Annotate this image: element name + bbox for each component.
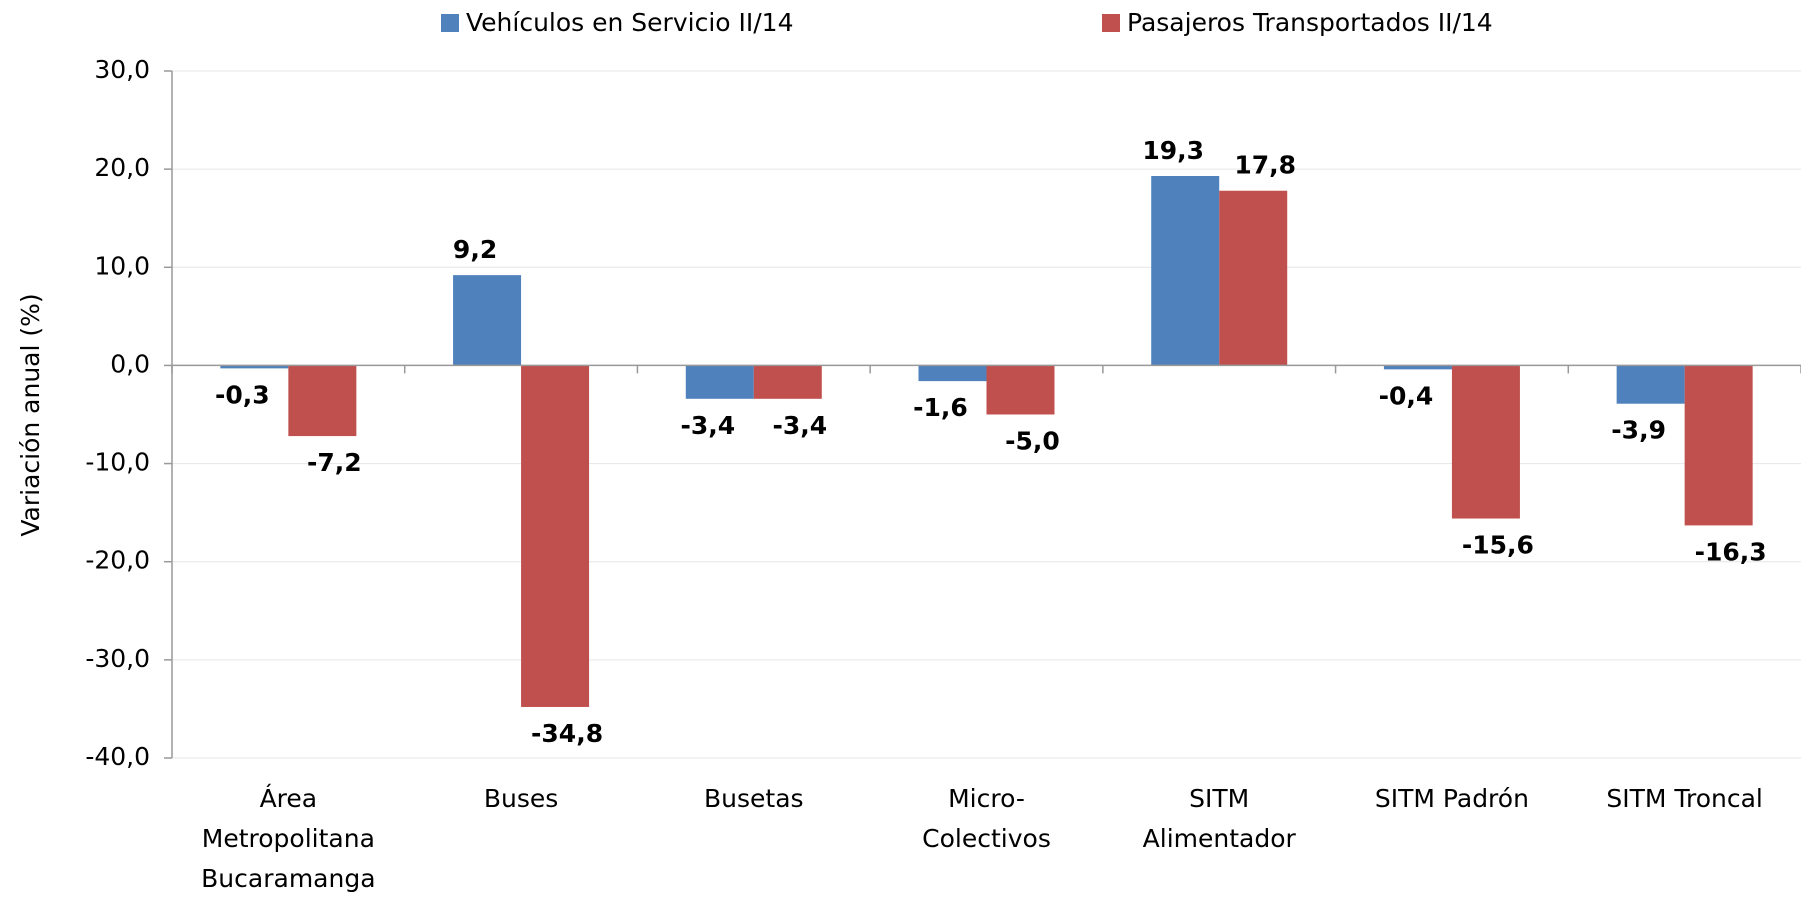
bar [1616,365,1685,404]
bar [1451,365,1520,519]
data-label: -15,6 [1462,531,1534,560]
y-tick-label: -10,0 [85,448,150,477]
data-label: -1,6 [913,393,968,422]
data-label: -34,8 [531,719,603,748]
legend-swatch [441,14,459,32]
bar [521,365,590,707]
bar [1219,190,1288,366]
data-label: -3,4 [772,411,827,440]
x-tick-label: SITM Padrón [1375,784,1529,813]
x-tick-label: Busetas [704,784,804,813]
x-tick-label: Área Metropolitana Bucaramanga [201,784,375,893]
y-tick-label: -20,0 [85,546,150,575]
bar [1151,176,1220,366]
bar [685,365,754,399]
y-tick-label: 0,0 [110,349,150,378]
y-axis-title: Variación anual (%) [16,293,45,536]
legend-label: Vehículos en Servicio II/14 [466,8,794,37]
bar [986,365,1055,415]
y-tick-label: 10,0 [94,251,150,280]
y-tick-label: 30,0 [94,55,150,84]
data-label: -0,4 [1379,381,1434,410]
data-label: 19,3 [1142,136,1204,165]
y-tick-label: -40,0 [85,742,150,771]
bar [220,365,289,369]
x-tick-label: SITM Troncal [1606,784,1763,813]
bar [453,275,522,366]
y-tick-label: 20,0 [94,153,150,182]
data-label: -3,9 [1611,416,1666,445]
x-tick-label: Micro-Colectivos [922,784,1051,853]
bar [918,365,987,382]
bar [1383,365,1452,370]
x-tick-label: Buses [484,784,558,813]
bar [1684,365,1753,526]
legend-label: Pasajeros Transportados II/14 [1127,8,1493,37]
legend-swatch [1102,14,1120,32]
data-label: -16,3 [1695,537,1767,566]
data-label: 9,2 [453,235,497,264]
bar [288,365,357,437]
data-label: -7,2 [307,448,362,477]
data-label: 17,8 [1234,151,1296,180]
bar [753,365,822,399]
x-tick-label: SITM Alimentador [1143,784,1297,853]
data-label: -3,4 [680,411,735,440]
data-label: -5,0 [1005,427,1060,456]
data-label: -0,3 [215,380,270,409]
y-tick-label: -30,0 [85,644,150,673]
